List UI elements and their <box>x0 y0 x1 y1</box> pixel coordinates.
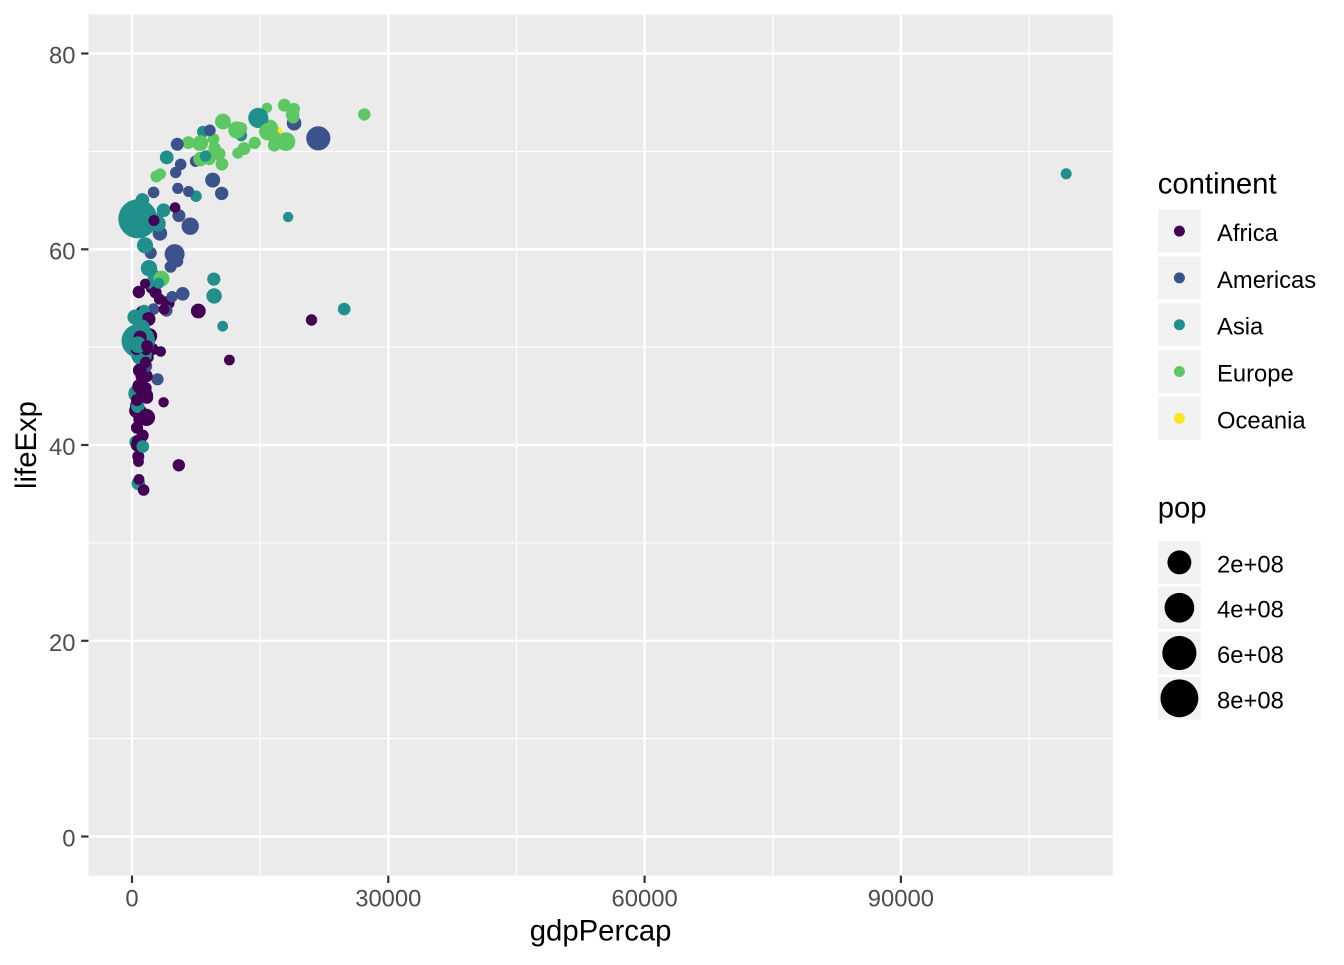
svg-text:continent: continent <box>1158 167 1277 200</box>
svg-text:6e+08: 6e+08 <box>1217 642 1284 669</box>
svg-text:4e+08: 4e+08 <box>1217 597 1284 624</box>
svg-text:lifeExp: lifeExp <box>10 401 43 489</box>
svg-text:2e+08: 2e+08 <box>1217 551 1284 578</box>
svg-text:pop: pop <box>1158 492 1207 525</box>
svg-text:90000: 90000 <box>868 885 934 912</box>
svg-text:Europe: Europe <box>1217 361 1294 388</box>
svg-text:40: 40 <box>49 434 75 461</box>
svg-text:60000: 60000 <box>612 885 678 912</box>
svg-text:20: 20 <box>49 630 75 657</box>
svg-text:8e+08: 8e+08 <box>1217 687 1284 714</box>
svg-text:0: 0 <box>125 885 138 912</box>
svg-text:Oceania: Oceania <box>1217 407 1306 434</box>
svg-text:80: 80 <box>49 43 75 70</box>
svg-text:Americas: Americas <box>1217 267 1316 294</box>
svg-text:0: 0 <box>62 826 75 853</box>
svg-text:Africa: Africa <box>1217 220 1279 247</box>
svg-text:30000: 30000 <box>355 885 421 912</box>
svg-text:Asia: Asia <box>1217 314 1264 341</box>
svg-text:60: 60 <box>49 238 75 265</box>
svg-text:gdpPercap: gdpPercap <box>530 914 672 947</box>
